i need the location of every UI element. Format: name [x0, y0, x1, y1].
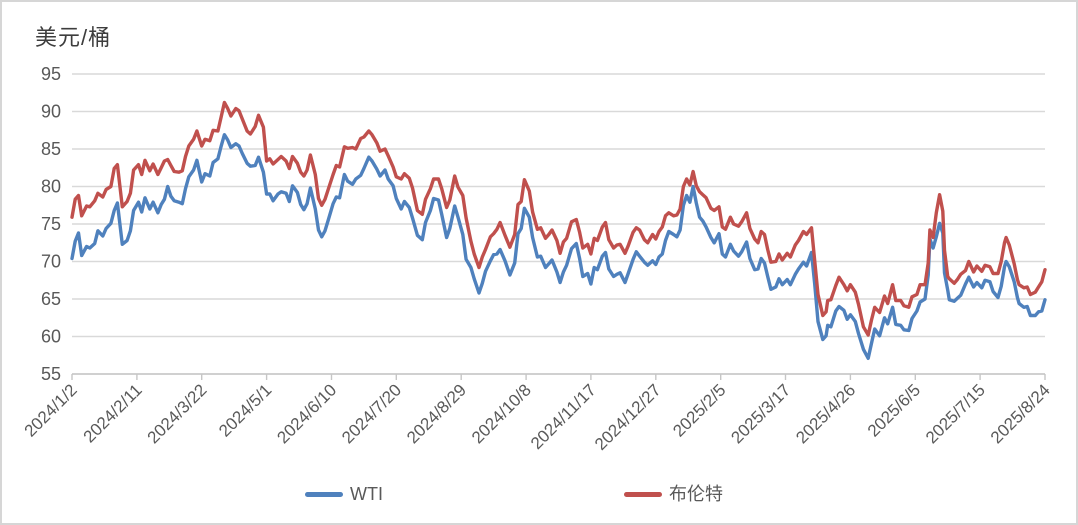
y-tick-label: 80 [41, 177, 61, 197]
y-tick-label: 95 [41, 64, 61, 84]
brent-legend-label: 布伦特 [669, 484, 723, 504]
brent-line [70, 100, 1047, 337]
x-tick-label: 2024/10/8 [468, 380, 535, 447]
x-tick-label: 2024/3/22 [144, 380, 211, 447]
x-tick-label: 2024/5/1 [215, 380, 275, 440]
x-tick-label: 2024/7/20 [338, 380, 405, 447]
y-tick-label: 75 [41, 214, 61, 234]
chart-title: 美元/桶 [35, 25, 112, 50]
wti-legend-label: WTI [350, 484, 383, 504]
x-tick-label: 2024/11/17 [527, 380, 600, 453]
x-tick-label: 2025/6/5 [864, 380, 924, 440]
y-tick-label: 60 [41, 327, 61, 347]
y-tick-label: 70 [41, 252, 61, 272]
x-tick-label: 2024/2/11 [80, 380, 146, 446]
x-tick-label: 2025/8/24 [987, 380, 1054, 447]
y-tick-label: 55 [41, 364, 61, 384]
x-tick-label: 2024/8/29 [403, 380, 470, 447]
y-tick-label: 65 [41, 289, 61, 309]
x-tick-label: 2024/12/27 [591, 380, 665, 454]
legend-item-brent: 布伦特 [624, 483, 723, 505]
x-tick-label: 2024/6/10 [273, 380, 340, 447]
legend: WTI 布伦特 [305, 483, 723, 505]
y-tick-label: 90 [41, 102, 61, 122]
x-tick-label: 2025/2/5 [669, 380, 729, 440]
wti-line [70, 132, 1047, 360]
legend-item-wti: WTI [305, 483, 383, 505]
x-tick-label: 2024/1/2 [21, 380, 81, 440]
y-tick-label: 85 [41, 139, 61, 159]
x-tick-label: 2025/4/26 [792, 380, 859, 447]
brent-line-swatch [624, 491, 662, 497]
x-tick-label: 2025/3/17 [727, 380, 794, 447]
wti-line-swatch [305, 491, 343, 497]
x-tick-label: 2025/7/15 [922, 380, 989, 447]
